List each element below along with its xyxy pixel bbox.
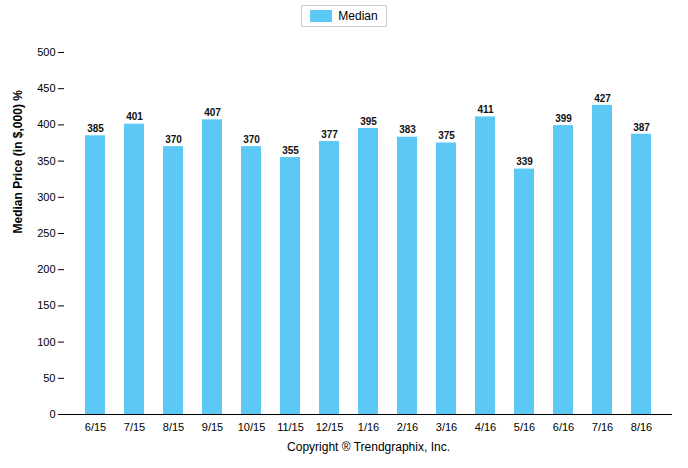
svg-text:350: 350 bbox=[37, 155, 55, 167]
svg-text:10/15: 10/15 bbox=[238, 421, 266, 433]
svg-text:411: 411 bbox=[477, 104, 494, 115]
svg-text:Median Price (in $,000) %: Median Price (in $,000) % bbox=[11, 90, 25, 234]
svg-text:427: 427 bbox=[594, 93, 611, 104]
svg-text:375: 375 bbox=[438, 130, 455, 141]
svg-text:3/16: 3/16 bbox=[436, 421, 457, 433]
svg-text:250: 250 bbox=[37, 227, 55, 239]
svg-text:395: 395 bbox=[360, 116, 377, 127]
svg-text:50: 50 bbox=[43, 372, 55, 384]
svg-text:500: 500 bbox=[37, 46, 55, 58]
svg-text:12/15: 12/15 bbox=[316, 421, 344, 433]
svg-text:370: 370 bbox=[243, 134, 260, 145]
svg-text:339: 339 bbox=[516, 156, 533, 167]
svg-text:370: 370 bbox=[165, 134, 182, 145]
svg-text:9/15: 9/15 bbox=[202, 421, 223, 433]
html-text:Median: Median bbox=[338, 9, 378, 23]
svg-text:407: 407 bbox=[204, 107, 221, 118]
svg-text:2/16: 2/16 bbox=[397, 421, 418, 433]
svg-text:6/15: 6/15 bbox=[85, 421, 106, 433]
svg-text:450: 450 bbox=[37, 82, 55, 94]
svg-text:7/15: 7/15 bbox=[124, 421, 145, 433]
svg-text:5/16: 5/16 bbox=[514, 421, 535, 433]
svg-text:300: 300 bbox=[37, 191, 55, 203]
svg-text:385: 385 bbox=[87, 123, 104, 134]
svg-text:401: 401 bbox=[126, 111, 143, 122]
svg-text:Copyright ® Trendgraphix, Inc.: Copyright ® Trendgraphix, Inc. bbox=[287, 440, 450, 454]
svg-text:1/16: 1/16 bbox=[358, 421, 379, 433]
svg-text:100: 100 bbox=[37, 336, 55, 348]
svg-text:0: 0 bbox=[49, 408, 55, 420]
svg-text:6/16: 6/16 bbox=[553, 421, 574, 433]
svg-text:11/15: 11/15 bbox=[277, 421, 304, 433]
svg-text:150: 150 bbox=[37, 299, 55, 311]
svg-text:400: 400 bbox=[37, 118, 55, 130]
svg-text:377: 377 bbox=[321, 129, 338, 140]
svg-text:383: 383 bbox=[399, 124, 416, 135]
svg-text:4/16: 4/16 bbox=[475, 421, 496, 433]
svg-text:355: 355 bbox=[282, 145, 299, 156]
svg-text:7/16: 7/16 bbox=[592, 421, 613, 433]
svg-text:8/16: 8/16 bbox=[631, 421, 652, 433]
svg-text:200: 200 bbox=[37, 263, 55, 275]
svg-text:399: 399 bbox=[555, 113, 572, 124]
svg-text:8/15: 8/15 bbox=[163, 421, 184, 433]
svg-text:387: 387 bbox=[633, 122, 650, 133]
